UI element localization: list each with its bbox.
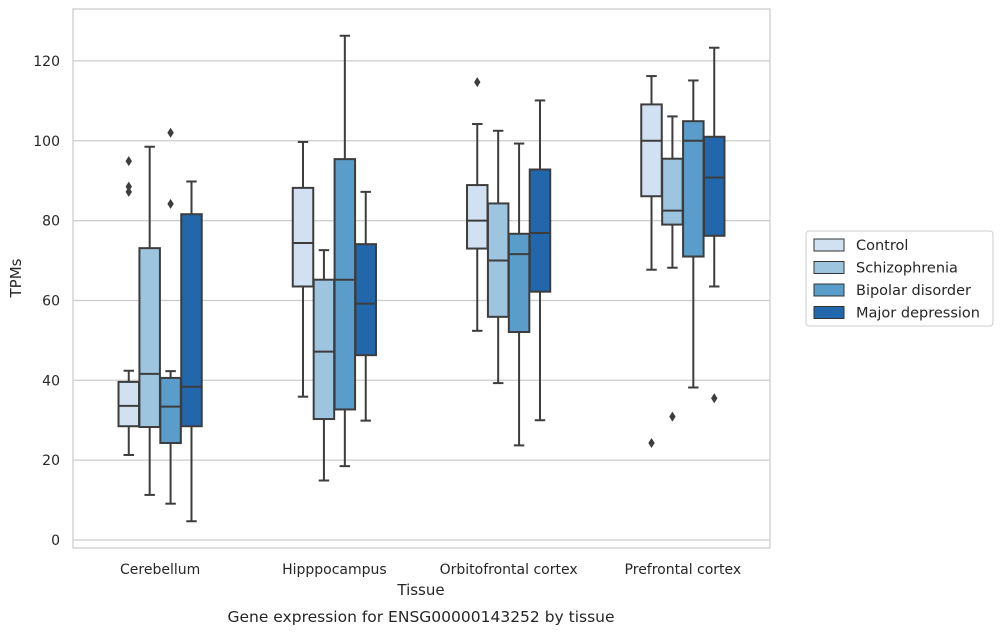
outlier-point — [648, 437, 655, 448]
box-3-0 — [180, 180, 203, 523]
box-iqr — [640, 103, 663, 198]
box-0-2 — [466, 77, 489, 332]
box-iqr — [117, 380, 141, 428]
box-iqr — [528, 168, 552, 293]
x-tick-label: Cerebellum — [120, 562, 200, 578]
y-tick-label: 0 — [51, 533, 60, 549]
box-0-1 — [291, 140, 315, 398]
legend-swatch — [813, 306, 845, 319]
legend: Control Schizophrenia Bipolar disorder Majo… — [805, 230, 994, 327]
outlier-point — [474, 77, 481, 88]
box-iqr — [661, 157, 684, 226]
outlier-point — [125, 156, 132, 167]
boxes — [117, 34, 726, 523]
chart-caption: Gene expression for ENSG00000143252 by t… — [227, 608, 614, 626]
outlier-point — [125, 181, 132, 192]
legend-swatch — [813, 261, 845, 274]
y-axis-label: TPMs — [7, 258, 25, 298]
legend-swatch — [813, 283, 845, 297]
box-3-2 — [528, 99, 552, 422]
box-3-1 — [354, 190, 377, 422]
box-1-2 — [486, 129, 510, 385]
box-iqr — [138, 247, 161, 429]
legend-frame — [805, 230, 994, 327]
box-1-1 — [312, 249, 336, 482]
outlier-point — [125, 186, 132, 197]
y-tick-label: 60 — [42, 293, 60, 309]
box-iqr — [312, 278, 336, 421]
legend-label: Major depression — [856, 306, 980, 322]
legend-label: Control — [856, 238, 908, 254]
box-iqr — [333, 158, 357, 411]
outlier-point — [711, 393, 718, 404]
box-1-3 — [661, 115, 684, 422]
x-tick-labels: Cerebellum Hipppocampus Orbitofrontal cort… — [120, 562, 741, 578]
y-tick-labels: 0 20 40 60 80 100 120 — [33, 54, 60, 549]
box-2-0 — [159, 127, 182, 505]
legend-swatch — [813, 238, 845, 252]
x-tick-label: Prefrontal cortex — [625, 562, 742, 578]
box-2-3 — [682, 79, 705, 389]
box-iqr — [291, 186, 315, 288]
y-tick-label: 120 — [33, 54, 60, 70]
y-tick-label: 80 — [42, 214, 60, 230]
box-2-2 — [507, 142, 531, 447]
x-axis-label: Tissue — [396, 581, 444, 599]
box-1-0 — [138, 145, 161, 496]
gridlines — [73, 60, 770, 541]
legend-label: Schizophrenia — [856, 261, 958, 277]
y-tick-label: 100 — [33, 134, 60, 150]
legend-label: Bipolar disorder — [856, 283, 971, 299]
outlier-point — [167, 127, 174, 138]
y-tick-label: 40 — [42, 373, 60, 389]
box-3-3 — [702, 46, 726, 404]
box-iqr — [159, 376, 182, 444]
outlier-point — [669, 411, 676, 422]
y-tick-label: 20 — [42, 453, 60, 469]
box-0-3 — [640, 75, 663, 448]
box-iqr — [180, 213, 203, 428]
box-iqr — [354, 243, 377, 357]
box-iqr — [507, 232, 531, 334]
box-2-1 — [333, 34, 357, 468]
plot-frame — [72, 8, 771, 549]
box-iqr — [702, 135, 726, 237]
box-0-0 — [117, 156, 141, 456]
x-tick-label: Hipppocampus — [282, 562, 387, 578]
outlier-point — [167, 198, 174, 209]
x-tick-label: Orbitofrontal cortex — [440, 562, 578, 578]
box-iqr — [466, 184, 489, 250]
